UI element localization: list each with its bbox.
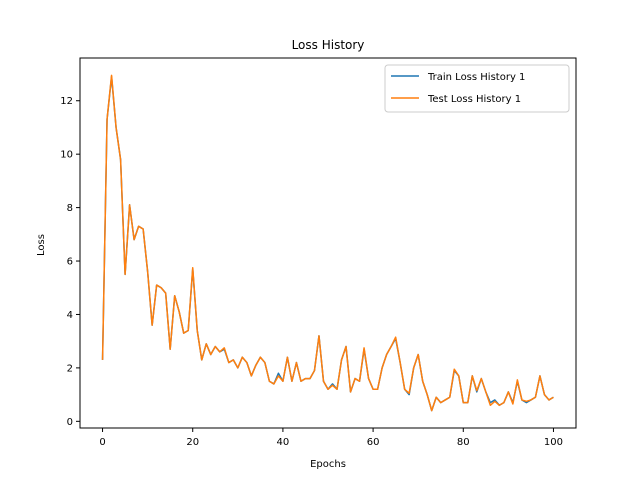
y-tick-label: 10 bbox=[60, 150, 73, 161]
chart-title: Loss History bbox=[292, 38, 365, 52]
y-tick-label: 12 bbox=[60, 96, 73, 107]
x-axis-label: Epochs bbox=[310, 459, 346, 470]
x-tick-label: 100 bbox=[544, 437, 563, 448]
series-line-test-loss bbox=[101, 74, 554, 412]
legend-label-train: Train Loss History 1 bbox=[427, 72, 525, 83]
y-axis-ticks: 0 2 4 6 8 10 12 bbox=[60, 96, 80, 428]
y-axis-label: Loss bbox=[36, 234, 47, 256]
x-axis-ticks: 0 20 40 60 80 100 bbox=[99, 428, 563, 448]
y-tick-label: 8 bbox=[67, 203, 73, 214]
plot-area bbox=[101, 74, 554, 412]
x-tick-label: 20 bbox=[186, 437, 199, 448]
y-tick-label: 6 bbox=[67, 257, 73, 268]
legend: Train Loss History 1 Test Loss History 1 bbox=[384, 64, 570, 113]
axes-frame bbox=[79, 57, 577, 429]
x-tick-label: 60 bbox=[367, 437, 380, 448]
legend-label-test: Test Loss History 1 bbox=[427, 94, 521, 105]
y-tick-label: 2 bbox=[67, 363, 73, 374]
legend-box bbox=[384, 64, 570, 113]
x-tick-label: 0 bbox=[99, 437, 105, 448]
x-tick-label: 80 bbox=[457, 437, 470, 448]
y-tick-label: 0 bbox=[67, 417, 73, 428]
y-tick-label: 4 bbox=[67, 310, 73, 321]
x-tick-label: 40 bbox=[277, 437, 290, 448]
